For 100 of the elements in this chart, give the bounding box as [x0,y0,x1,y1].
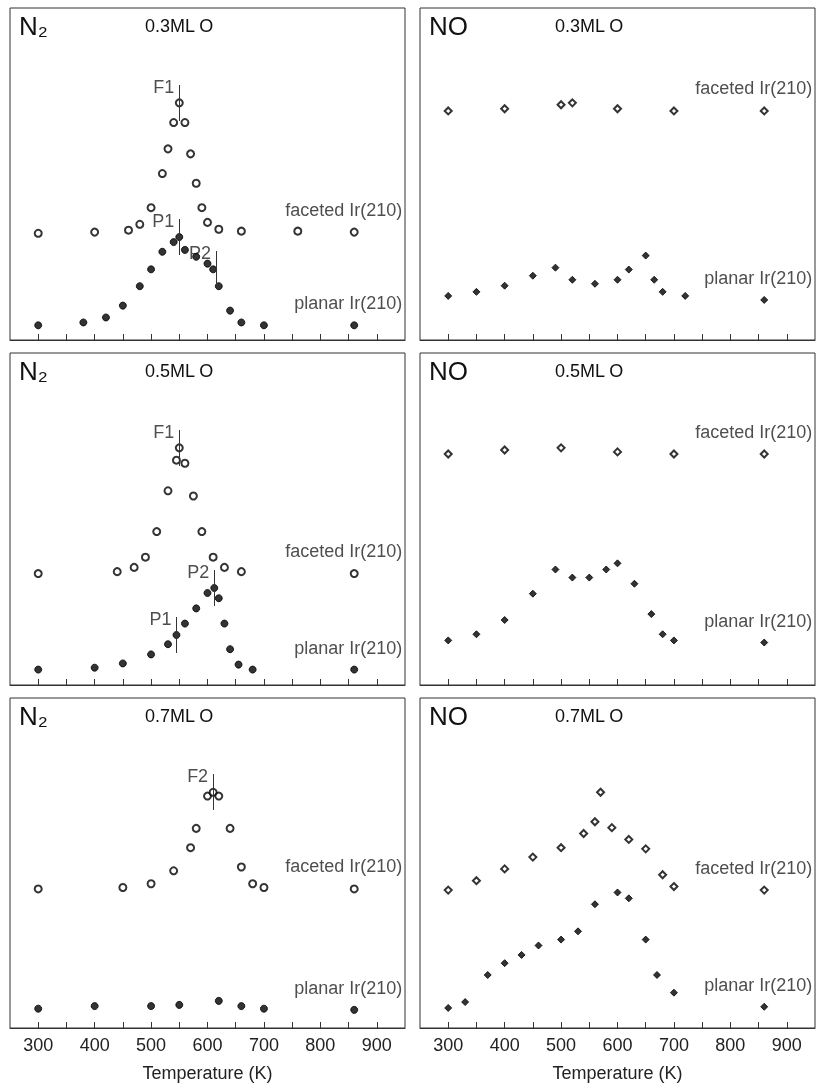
point [33,569,43,579]
point [500,104,510,114]
chart-title: N₂ [19,11,48,41]
point [500,445,510,455]
x-tick-label: 900 [771,1035,802,1055]
point [208,552,218,562]
point [647,610,656,619]
point [163,486,173,496]
point [613,104,622,114]
point [568,275,577,284]
series-label: faceted Ir(210) [695,78,813,99]
point [500,616,509,625]
point [500,281,509,290]
chart-title: NO [429,356,468,386]
point [79,318,88,327]
point [590,817,600,827]
point [641,844,651,854]
point [624,834,634,844]
chart-subtitle: 0.5ML O [145,361,214,381]
point [350,321,359,330]
x-tick-label: 600 [192,1035,223,1055]
point [669,106,679,116]
point [669,636,678,645]
series-label: faceted Ir(210) [285,541,403,562]
point [191,823,201,833]
series-label: planar Ir(210) [704,610,813,631]
x-tick-label: 700 [658,1035,689,1055]
point [624,894,633,903]
point [472,630,481,639]
point [641,935,650,944]
point [203,259,212,268]
point [350,665,359,674]
point [197,203,207,213]
point [624,265,633,274]
point [236,226,246,236]
point [443,449,453,459]
chart-title: NO [429,11,468,41]
point [528,271,537,280]
series-label: planar Ir(210) [704,974,813,995]
point [147,650,156,659]
point [349,569,359,579]
point [112,567,122,577]
point [681,291,690,300]
point [226,306,235,315]
point [220,619,229,628]
annotation: P2 [188,243,211,264]
point [653,970,661,979]
point [528,852,538,862]
point [197,527,207,537]
point [180,245,189,254]
x-tick-label: 300 [23,1035,54,1055]
point [152,527,162,537]
point [613,559,622,568]
point [146,879,156,889]
point [444,291,453,300]
point [33,228,43,238]
series-label: faceted Ir(210) [285,199,403,220]
point [443,106,453,116]
point [613,275,622,284]
series-label: planar Ir(210) [294,637,403,658]
point [209,265,218,274]
point [658,630,667,639]
point [567,98,577,108]
chart-subtitle: 0.5ML O [555,361,624,381]
point [760,1002,769,1011]
point [760,295,769,304]
point [669,882,679,892]
point [669,988,678,997]
point [585,573,594,582]
point [33,884,43,894]
series-label: planar Ir(210) [294,293,403,314]
point [557,935,566,944]
point [214,224,224,234]
point [350,1005,359,1014]
point [118,659,127,668]
point [483,970,492,979]
point [118,883,128,893]
chart-subtitle: 0.3ML O [145,16,214,36]
point [234,660,243,669]
point [443,885,453,895]
point [650,275,659,284]
chart-subtitle: 0.7ML O [555,706,624,726]
x-tick-label: 800 [715,1035,746,1055]
point [225,823,235,833]
series-label: planar Ir(210) [704,267,813,288]
point [471,876,481,886]
point [214,282,223,291]
point [158,247,167,256]
point [596,787,606,797]
point [129,562,139,572]
series-label: faceted Ir(210) [695,421,813,442]
point [461,998,470,1007]
x-tick-label: 400 [79,1035,110,1055]
point [517,950,526,959]
point [135,219,145,229]
point [101,313,110,322]
series-label: faceted Ir(210) [285,856,403,877]
point [259,883,269,893]
point [349,884,359,894]
series-label: faceted Ir(210) [695,857,813,878]
